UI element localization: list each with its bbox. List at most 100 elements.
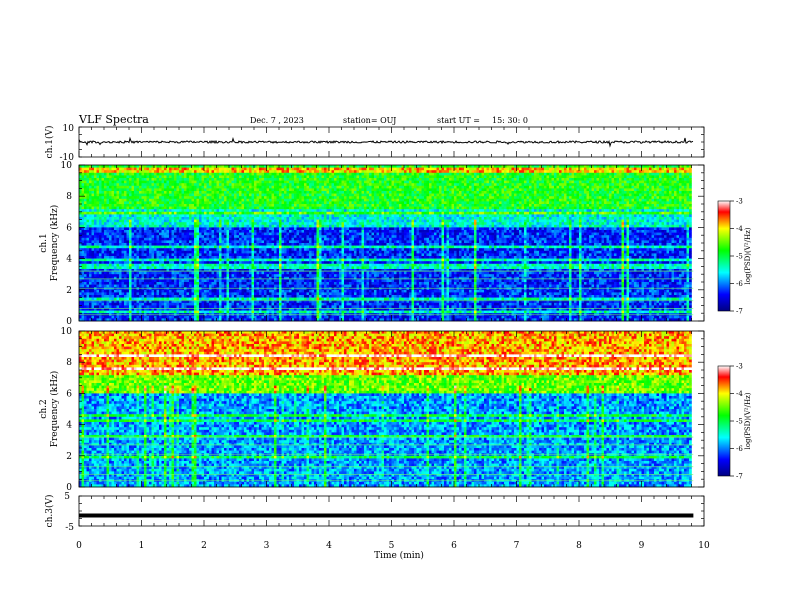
spectrogram-cell	[514, 175, 517, 178]
spectrogram-cell	[674, 204, 677, 207]
spectrogram-cell	[412, 212, 415, 215]
spectrogram-cell	[457, 207, 460, 210]
spectrogram-cell	[294, 186, 297, 189]
spectrogram-cell	[347, 199, 350, 202]
spectrogram-cell	[107, 201, 110, 204]
spectrogram-cell	[682, 201, 685, 204]
spectrogram-cell	[582, 194, 585, 197]
spectrogram-cell	[429, 201, 432, 204]
spectrogram-cell	[439, 173, 442, 176]
spectrogram-cell	[422, 214, 425, 217]
spectrogram-cell	[107, 165, 110, 168]
spectrogram-cell	[234, 170, 237, 173]
spectrogram-cell	[354, 181, 357, 184]
spectrogram-cell	[142, 181, 145, 184]
spectrogram-cell	[174, 199, 177, 202]
spectrogram-cell	[232, 201, 235, 204]
spectrogram-cell	[659, 168, 662, 171]
spectrogram-cell	[664, 173, 667, 176]
spectrogram-cell	[672, 175, 675, 178]
spectrogram-cell	[594, 168, 597, 171]
spectrogram-cell	[337, 209, 340, 212]
spectrogram-cell	[529, 207, 532, 210]
spectrogram-cell	[594, 196, 597, 199]
spectrogram-cell	[337, 175, 340, 178]
spectrogram-cell	[139, 207, 142, 210]
spectrogram-cell	[342, 178, 345, 181]
spectrogram-cell	[89, 173, 92, 176]
spectrogram-cell	[457, 175, 460, 178]
spectrogram-cell	[557, 168, 560, 171]
spectrogram-cell	[674, 168, 677, 171]
spectrogram-cell	[414, 183, 417, 186]
spectrogram-cell	[192, 209, 195, 212]
spectrogram-cell	[644, 201, 647, 204]
spectrogram-cell	[459, 188, 462, 191]
spectrogram-cell	[304, 209, 307, 212]
spectrogram-cell	[457, 168, 460, 171]
spectrogram-cell	[614, 183, 617, 186]
spectrogram-cell	[659, 186, 662, 189]
spectrogram-cell	[677, 175, 680, 178]
spectrogram-cell	[137, 194, 140, 197]
spectrogram-cell	[119, 181, 122, 184]
spectrogram-cell	[467, 194, 470, 197]
spectrogram-cell	[557, 194, 560, 197]
spectrogram-cell	[134, 199, 137, 202]
spectrogram-cell	[602, 212, 605, 215]
spectrogram-cell	[142, 204, 145, 207]
spectrogram-cell	[617, 186, 620, 189]
spectrogram-cell	[364, 214, 367, 217]
spectrogram-cell	[174, 207, 177, 210]
spectrogram-cell	[407, 181, 410, 184]
spectrogram-cell	[194, 194, 197, 197]
spectrogram-cell	[279, 183, 282, 186]
spectrogram-cell	[492, 191, 495, 194]
spectrogram-cell	[492, 165, 495, 168]
spectrogram-cell	[182, 204, 185, 207]
spectrogram-cell	[524, 199, 527, 202]
spectrogram-cell	[604, 170, 607, 173]
spectrogram-cell	[457, 191, 460, 194]
spectrogram-cell	[102, 175, 105, 178]
spectrogram-cell	[309, 178, 312, 181]
spectrogram-cell	[412, 178, 415, 181]
spectrogram-cell	[424, 201, 427, 204]
spectrogram-cell	[149, 173, 152, 176]
spectrogram-cell	[672, 204, 675, 207]
spectrogram-cell	[464, 186, 467, 189]
spectrogram-cell	[452, 199, 455, 202]
spectrogram-cell	[434, 188, 437, 191]
spectrogram-cell	[672, 188, 675, 191]
spectrogram-cell	[637, 168, 640, 171]
spectrogram-cell	[202, 186, 205, 189]
spectrogram-cell	[84, 183, 87, 186]
spectrogram-cell	[362, 214, 365, 217]
spectrogram-cell	[97, 170, 100, 173]
spectrogram-cell	[189, 170, 192, 173]
spectrogram-cell	[164, 194, 167, 197]
spectrogram-cell	[122, 178, 125, 181]
spectrogram-cell	[367, 194, 370, 197]
spectrogram-cell	[337, 186, 340, 189]
spectrogram-cell	[349, 168, 352, 171]
spectrogram-cell	[637, 199, 640, 202]
spectrogram-cell	[489, 201, 492, 204]
spectrogram-cell	[542, 191, 545, 194]
spectrogram-cell	[117, 212, 120, 215]
spectrogram-cell	[577, 191, 580, 194]
spectrogram-cell	[402, 188, 405, 191]
spectrogram-cell	[369, 199, 372, 202]
spectrogram-cell	[274, 165, 277, 168]
spectrogram-cell	[154, 201, 157, 204]
spectrogram-cell	[147, 196, 150, 199]
spectrogram-cell	[144, 178, 147, 181]
spectrogram-cell	[429, 199, 432, 202]
spectrogram-cell	[499, 196, 502, 199]
spectrogram-cell	[119, 191, 122, 194]
spectrogram-cell	[437, 183, 440, 186]
spectrogram-cell	[442, 201, 445, 204]
spectrogram-cell	[687, 173, 690, 176]
spectrogram-cell	[614, 175, 617, 178]
spectrogram-cell	[169, 186, 172, 189]
